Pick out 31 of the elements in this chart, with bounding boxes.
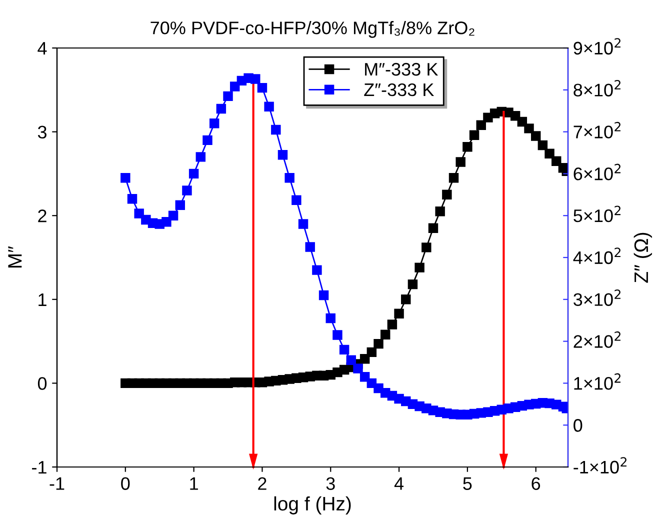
- y-tick-label: 3: [38, 126, 46, 139]
- x-tick-label: -1: [50, 477, 64, 490]
- x-axis-title: log f (Hz): [274, 496, 351, 514]
- y-tick-label: -1: [32, 461, 46, 474]
- x-tick-label: 2: [258, 477, 266, 490]
- y2-axis-title: Z″ (Ω): [634, 232, 652, 283]
- y2-tick-label: 9×10$^{2}$: [574, 38, 620, 55]
- x-tick-label: 4: [394, 477, 404, 490]
- y2-tick-label: 7×10$^{2}$: [574, 122, 620, 138]
- legend-label: Z″-333 K: [364, 83, 434, 96]
- y2-tick-label: 3×10$^{2}$: [574, 290, 620, 306]
- x-tick-label: 0: [121, 477, 130, 490]
- y2-tick-label: 0: [574, 419, 582, 432]
- y2-tick-label: 6×10$^{2}$: [574, 164, 620, 180]
- legend-label: M″-333 K: [365, 62, 438, 76]
- chart-title: 70% PVDF-co-HFP/30% MgTf₃/8% ZrO₂: [150, 21, 474, 38]
- y-tick-label: 1: [38, 294, 46, 306]
- y2-tick-label: 4×10$^{2}$: [573, 248, 620, 264]
- x-tick-label: 1: [190, 477, 198, 490]
- y-axis-title: M″: [8, 246, 22, 268]
- y-tick-label: 4: [38, 42, 47, 55]
- y-tick-label: 0: [38, 377, 47, 390]
- x-tick-label: 3: [326, 477, 335, 490]
- y2-tick-label: 2×10$^{2}$: [574, 331, 620, 348]
- x-tick-label: 6: [532, 477, 540, 490]
- y2-tick-label: -1×10$^{2}$: [574, 457, 626, 474]
- y2-tick-label: 1×10$^{2}$: [574, 373, 620, 390]
- y2-tick-label: 5×10$^{2}$: [574, 206, 620, 222]
- y-tick-label: 2: [38, 210, 46, 222]
- y2-tick-label: 8×10$^{2}$: [574, 80, 620, 96]
- x-tick-label: 5: [463, 477, 472, 490]
